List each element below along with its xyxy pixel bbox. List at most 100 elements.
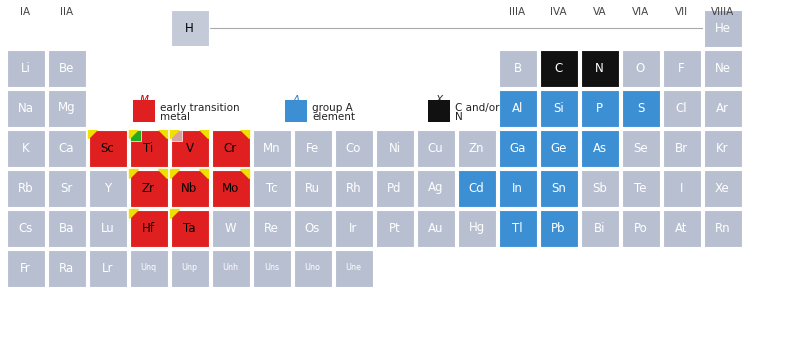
Bar [662, 90, 701, 126]
Text: Ba: Ba [59, 221, 74, 235]
Text: Hg: Hg [468, 221, 485, 235]
Text: Mg: Mg [58, 101, 75, 115]
Bar [294, 170, 331, 207]
Bar [170, 210, 209, 246]
Bar [285, 100, 307, 122]
Bar [375, 210, 414, 246]
Polygon shape [241, 170, 250, 179]
Text: S: S [637, 101, 644, 115]
Text: VA: VA [593, 7, 606, 17]
Text: C and/or: C and/or [455, 103, 499, 113]
Bar [89, 249, 126, 286]
Text: Ra: Ra [59, 262, 74, 275]
Text: Ni: Ni [389, 142, 401, 154]
Text: Ta: Ta [183, 221, 196, 235]
Bar [539, 210, 578, 246]
Text: N: N [455, 112, 462, 122]
Text: Ar: Ar [716, 101, 729, 115]
Text: X: X [435, 95, 442, 105]
Bar [622, 129, 659, 166]
Text: Cs: Cs [18, 221, 33, 235]
Bar [294, 210, 331, 246]
Text: Rb: Rb [18, 182, 34, 194]
Bar [170, 249, 209, 286]
Text: Ga: Ga [510, 142, 526, 154]
Bar [6, 249, 45, 286]
Bar [6, 210, 45, 246]
Polygon shape [130, 129, 138, 139]
Text: Au: Au [428, 221, 443, 235]
Bar [47, 129, 86, 166]
Text: W: W [225, 221, 236, 235]
Text: VIIIA: VIIIA [711, 7, 734, 17]
Text: Unq: Unq [141, 264, 157, 273]
Text: Li: Li [21, 61, 30, 74]
Text: Mn: Mn [262, 142, 280, 154]
Bar [581, 210, 618, 246]
Text: Pb: Pb [551, 221, 566, 235]
Text: Pt: Pt [389, 221, 400, 235]
Text: Br: Br [675, 142, 688, 154]
Text: Y: Y [104, 182, 111, 194]
Text: I: I [680, 182, 683, 194]
Bar [170, 129, 209, 166]
Text: He: He [714, 22, 730, 34]
Bar [211, 170, 250, 207]
Bar [539, 90, 578, 126]
Bar [253, 170, 290, 207]
Bar [581, 170, 618, 207]
Bar [375, 170, 414, 207]
Bar [703, 50, 742, 87]
Bar [47, 50, 86, 87]
Bar [458, 170, 495, 207]
Bar [211, 129, 250, 166]
Bar [89, 170, 126, 207]
Text: IIIA: IIIA [510, 7, 526, 17]
Bar [662, 129, 701, 166]
Bar [334, 210, 373, 246]
Polygon shape [241, 129, 250, 139]
Bar [130, 210, 167, 246]
Bar [662, 50, 701, 87]
Bar [539, 50, 578, 87]
Text: Lr: Lr [102, 262, 114, 275]
Text: Hf: Hf [142, 221, 155, 235]
Text: Co: Co [346, 142, 361, 154]
Text: Os: Os [305, 221, 320, 235]
Bar [133, 100, 155, 122]
Bar [6, 170, 45, 207]
Bar [417, 210, 454, 246]
Bar [130, 170, 167, 207]
Bar [334, 129, 373, 166]
Bar [581, 129, 618, 166]
Polygon shape [158, 129, 167, 139]
Bar [498, 170, 537, 207]
Bar [87, 46, 456, 130]
Polygon shape [158, 170, 167, 179]
Text: VII: VII [675, 7, 688, 17]
Bar [622, 210, 659, 246]
Text: Xe: Xe [715, 182, 730, 194]
Text: Zn: Zn [469, 142, 484, 154]
Bar [6, 129, 45, 166]
Text: Uno: Uno [305, 264, 321, 273]
Bar [703, 129, 742, 166]
Text: metal: metal [160, 112, 190, 122]
Text: Re: Re [264, 221, 279, 235]
Polygon shape [170, 210, 179, 218]
Text: N: N [595, 61, 604, 74]
Text: F: F [678, 61, 685, 74]
Text: C: C [554, 61, 562, 74]
Polygon shape [199, 129, 209, 139]
Text: O: O [636, 61, 645, 74]
Text: Fr: Fr [20, 262, 31, 275]
Bar [130, 129, 141, 141]
Bar [130, 129, 167, 166]
Bar [294, 129, 331, 166]
Polygon shape [170, 129, 179, 139]
Bar [622, 170, 659, 207]
Text: Ge: Ge [550, 142, 566, 154]
Bar [539, 129, 578, 166]
Bar [253, 210, 290, 246]
Bar [47, 249, 86, 286]
